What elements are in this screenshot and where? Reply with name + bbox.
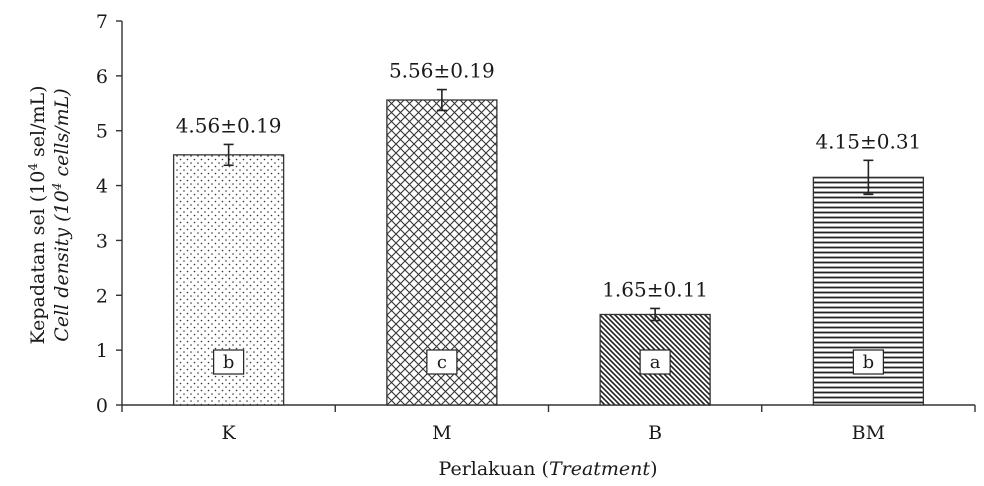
y-axis-title-line1: Kepadatan sel (104 sel/mL) [26, 85, 49, 344]
y-tick-label: 3 [96, 230, 108, 252]
y-tick-label: 1 [96, 340, 108, 362]
y-tick-label: 0 [96, 395, 108, 417]
significance-box [426, 349, 458, 375]
significance-letter: b [223, 352, 235, 373]
y-axis: 0 1 2 3 4 5 6 7 [96, 11, 123, 417]
y-tick-label: 5 [96, 121, 108, 143]
y-axis-title-line2: Cell density (104 cells/mL) [50, 88, 73, 341]
significance-letter: a [650, 352, 661, 373]
significance-letter: c [437, 352, 447, 373]
bar-group-b: 1.65±0.11 a [599, 277, 711, 406]
y-tick-label: 4 [96, 176, 108, 198]
x-tick-label: K [222, 422, 237, 444]
y-tick-label: 7 [96, 11, 108, 33]
data-label: 1.65±0.11 [602, 277, 708, 301]
y-tick-label: 2 [96, 285, 108, 307]
data-label: 5.56±0.19 [389, 59, 495, 83]
x-tick-label: BM [852, 422, 885, 444]
bar-group-m: 5.56±0.19 c [386, 59, 498, 406]
bars: 4.56±0.19 b 5.56±0.19 c 1.65±0.11 a 4.15±0.31 b [172, 59, 925, 406]
bar-group-bm: 4.15±0.31 b [812, 129, 925, 406]
x-axis-title: Perlakuan (Treatment) [439, 458, 658, 480]
data-label: 4.15±0.31 [815, 129, 921, 153]
bar-group-k: 4.56±0.19 b [172, 113, 285, 406]
data-label: 4.56±0.19 [176, 113, 282, 137]
y-tick-label: 6 [96, 66, 108, 88]
significance-box [852, 349, 884, 375]
significance-box [213, 349, 245, 375]
x-tick-label: M [432, 422, 451, 444]
x-tick-label: B [648, 422, 662, 444]
x-axis: K M B BM [121, 404, 976, 444]
significance-box [639, 349, 671, 375]
significance-letter: b [863, 352, 875, 373]
